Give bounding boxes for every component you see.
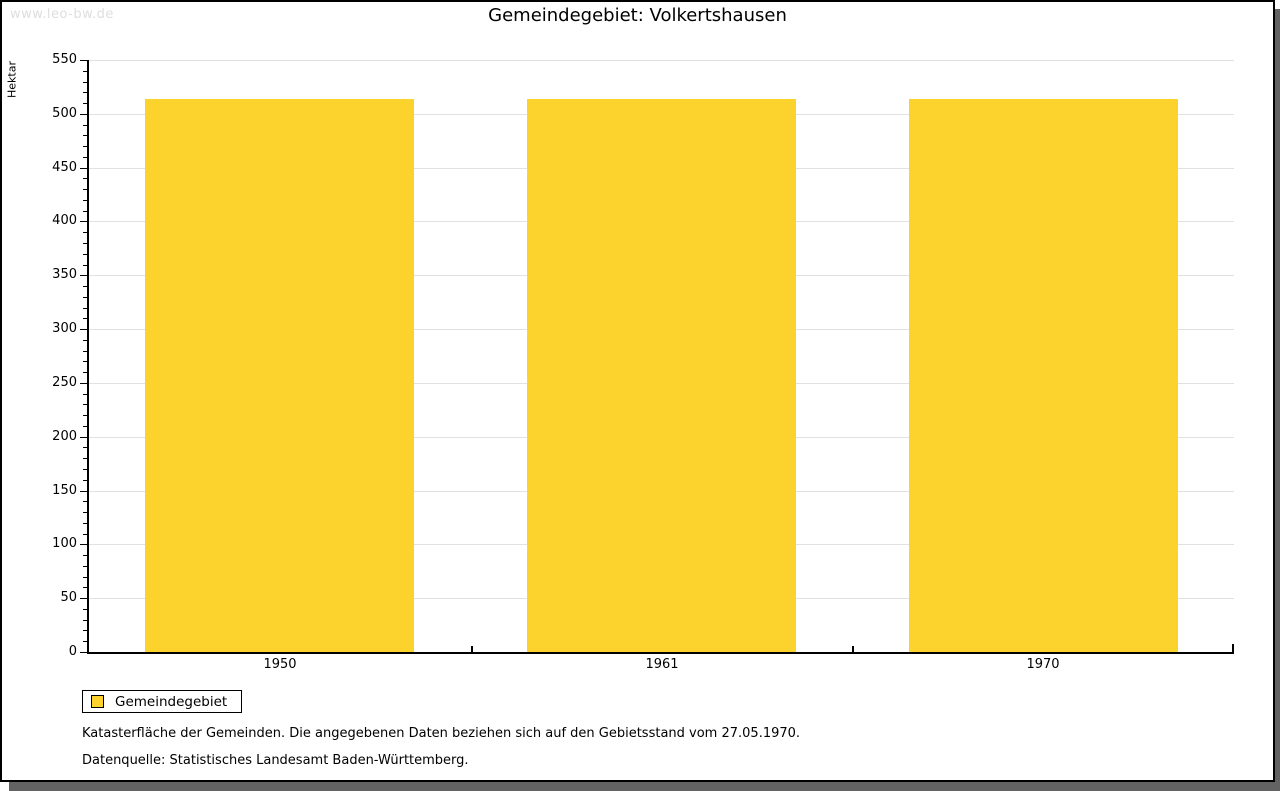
- y-major-tick: [80, 221, 87, 222]
- y-major-tick: [80, 168, 87, 169]
- gridline: [89, 60, 1234, 61]
- y-minor-tick: [83, 286, 87, 287]
- y-minor-tick: [83, 372, 87, 373]
- y-minor-tick: [83, 523, 87, 524]
- y-minor-tick: [83, 200, 87, 201]
- bar-1970: [909, 99, 1178, 652]
- y-minor-tick: [83, 211, 87, 212]
- y-minor-tick: [83, 92, 87, 93]
- y-tick-label: 550: [52, 52, 77, 67]
- y-minor-tick: [83, 178, 87, 179]
- chart-title: Gemeindegebiet: Volkertshausen: [488, 5, 787, 26]
- y-tick-label: 100: [52, 536, 77, 551]
- plot-area: 0 50 100 150 200 250 300 350 400 450 500 550 1950 19…: [52, 53, 1234, 672]
- y-minor-tick: [83, 157, 87, 158]
- y-major-tick: [80, 598, 87, 599]
- y-minor-tick: [83, 318, 87, 319]
- y-minor-tick: [83, 340, 87, 341]
- y-minor-tick: [83, 426, 87, 427]
- y-minor-tick: [83, 351, 87, 352]
- y-minor-tick: [83, 501, 87, 502]
- y-major-tick: [80, 60, 87, 61]
- y-tick-label: 400: [52, 213, 77, 228]
- y-minor-tick: [83, 555, 87, 556]
- y-minor-tick: [83, 469, 87, 470]
- y-minor-tick: [83, 135, 87, 136]
- y-minor-tick: [83, 630, 87, 631]
- watermark-text: www.leo-bw.de: [10, 7, 114, 22]
- y-minor-tick: [83, 566, 87, 567]
- y-major-tick: [80, 383, 87, 384]
- y-minor-tick: [83, 620, 87, 621]
- y-minor-tick: [83, 71, 87, 72]
- y-minor-tick: [83, 243, 87, 244]
- y-tick-label: 500: [52, 106, 77, 121]
- y-tick-label: 300: [52, 321, 77, 336]
- legend-swatch: [91, 695, 104, 708]
- y-minor-tick: [83, 609, 87, 610]
- y-minor-tick: [83, 458, 87, 459]
- y-tick-label: 50: [60, 590, 77, 605]
- y-major-tick: [80, 652, 87, 653]
- y-minor-tick: [83, 404, 87, 405]
- bar-1961: [527, 99, 796, 652]
- legend: Gemeindegebiet: [82, 690, 243, 713]
- x-tick-label: 1961: [645, 657, 679, 672]
- footnote-source-note: Katasterfläche der Gemeinden. Die angege…: [82, 726, 801, 741]
- y-minor-tick: [83, 82, 87, 83]
- y-minor-tick: [83, 297, 87, 298]
- y-major-tick: [80, 329, 87, 330]
- y-minor-tick: [83, 146, 87, 147]
- y-tick-label: 350: [52, 267, 77, 282]
- y-minor-tick: [83, 308, 87, 309]
- y-minor-tick: [83, 534, 87, 535]
- y-minor-tick: [83, 232, 87, 233]
- y-minor-tick: [83, 587, 87, 588]
- y-minor-tick: [83, 189, 87, 190]
- y-tick-label: 450: [52, 160, 77, 175]
- y-axis-label: Hektar: [5, 61, 19, 98]
- y-minor-tick: [83, 361, 87, 362]
- x-boundary-tick: [471, 646, 473, 652]
- y-minor-tick: [83, 265, 87, 266]
- footnote-data-source: Datenquelle: Statistisches Landesamt Bad…: [82, 753, 469, 768]
- y-major-tick: [80, 114, 87, 115]
- y-tick-label: 0: [68, 644, 77, 659]
- y-minor-tick: [83, 394, 87, 395]
- y-minor-tick: [83, 125, 87, 126]
- y-minor-tick: [83, 512, 87, 513]
- y-major-tick: [80, 437, 87, 438]
- legend-label: Gemeindegebiet: [115, 693, 228, 710]
- bar-1950: [145, 99, 414, 652]
- y-minor-tick: [83, 641, 87, 642]
- y-minor-tick: [83, 480, 87, 481]
- y-tick-label: 150: [52, 483, 77, 498]
- y-major-tick: [80, 491, 87, 492]
- y-major-tick: [80, 544, 87, 545]
- x-tick-label: 1970: [1026, 657, 1060, 672]
- y-minor-tick: [83, 254, 87, 255]
- x-tick-label: 1950: [263, 657, 297, 672]
- x-boundary-tick: [852, 646, 854, 652]
- y-major-tick: [80, 275, 87, 276]
- y-minor-tick: [83, 447, 87, 448]
- x-axis-end-tick: [1232, 644, 1234, 652]
- y-minor-tick: [83, 103, 87, 104]
- y-tick-label: 250: [52, 375, 77, 390]
- y-tick-label: 200: [52, 429, 77, 444]
- y-minor-tick: [83, 415, 87, 416]
- y-minor-tick: [83, 577, 87, 578]
